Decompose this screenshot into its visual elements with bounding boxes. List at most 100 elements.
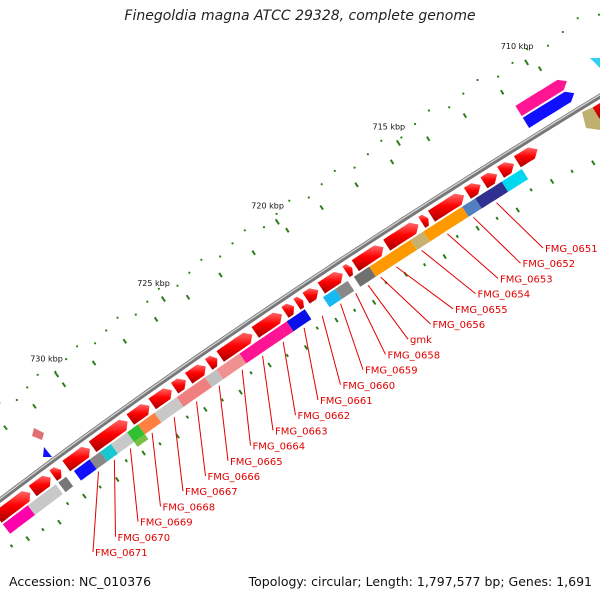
gc-tick bbox=[176, 284, 179, 287]
cds-arrow[interactable] bbox=[49, 467, 62, 481]
cog-block[interactable] bbox=[134, 434, 149, 447]
label-leader bbox=[355, 293, 386, 355]
gene-label[interactable]: FMG_0666 bbox=[208, 472, 261, 483]
gc-tick bbox=[32, 403, 37, 409]
cds-arrow[interactable] bbox=[251, 312, 282, 338]
gene-label[interactable]: FMG_0652 bbox=[523, 259, 576, 270]
gene-label[interactable]: FMG_0664 bbox=[253, 442, 306, 453]
gc-tick bbox=[116, 316, 119, 319]
cog-block[interactable] bbox=[410, 231, 430, 250]
gc-tick bbox=[597, 13, 600, 16]
cog-block[interactable] bbox=[100, 443, 118, 462]
outer-feature[interactable] bbox=[43, 447, 52, 457]
cog-block[interactable] bbox=[423, 206, 469, 242]
gene-label[interactable]: FMG_0670 bbox=[118, 533, 171, 544]
cog-block[interactable] bbox=[204, 369, 224, 388]
gene-label[interactable]: FMG_0651 bbox=[545, 244, 598, 255]
gc-tick bbox=[188, 271, 191, 274]
cog-block[interactable] bbox=[369, 239, 417, 277]
cds-arrow[interactable] bbox=[351, 245, 384, 272]
gene-label[interactable]: FMG_0653 bbox=[500, 274, 553, 285]
cds-arrow[interactable] bbox=[281, 303, 294, 318]
cds-arrow[interactable] bbox=[428, 193, 465, 222]
gene-label[interactable]: FMG_0671 bbox=[95, 548, 148, 559]
cog-block[interactable] bbox=[27, 484, 63, 515]
cog-block[interactable] bbox=[176, 377, 212, 407]
gene-label[interactable]: FMG_0658 bbox=[388, 350, 441, 361]
gene-label[interactable]: FMG_0669 bbox=[140, 518, 193, 529]
label-leader bbox=[113, 459, 116, 537]
cog-block[interactable] bbox=[216, 353, 247, 380]
cog-block[interactable] bbox=[286, 309, 312, 332]
cds-arrow[interactable] bbox=[62, 446, 90, 472]
gene-label[interactable]: FMG_0656 bbox=[433, 320, 486, 331]
gc-tick bbox=[427, 109, 430, 112]
cds-arrow[interactable] bbox=[342, 264, 353, 278]
gene-label[interactable]: FMG_0662 bbox=[298, 411, 351, 422]
cog-block[interactable] bbox=[138, 412, 162, 435]
outer-feature[interactable] bbox=[32, 428, 44, 440]
gene-label[interactable]: FMG_0663 bbox=[275, 426, 328, 437]
cds-arrow[interactable] bbox=[463, 183, 481, 199]
gene-label[interactable]: FMG_0667 bbox=[185, 487, 238, 498]
gc-tick bbox=[262, 226, 266, 229]
gene-label[interactable]: FMG_0660 bbox=[343, 381, 396, 392]
gene-label[interactable]: FMG_0661 bbox=[320, 396, 373, 407]
cds-arrow[interactable] bbox=[418, 214, 429, 228]
kbp-label: 725 kbp bbox=[137, 279, 170, 288]
gc-tick bbox=[146, 300, 149, 303]
cds-arrow[interactable] bbox=[205, 355, 218, 370]
cds-arrow[interactable] bbox=[293, 296, 304, 310]
cog-block[interactable] bbox=[501, 169, 529, 192]
cds-arrow[interactable] bbox=[383, 222, 419, 251]
gene-label[interactable]: FMG_0654 bbox=[478, 290, 531, 301]
cog-block[interactable] bbox=[58, 476, 74, 493]
backbone-ring bbox=[0, 93, 600, 504]
cog-block[interactable] bbox=[110, 432, 135, 454]
label-leader bbox=[303, 327, 319, 401]
cds-arrow[interactable] bbox=[185, 364, 206, 384]
cds-arrow[interactable] bbox=[513, 147, 538, 168]
cds-arrow[interactable] bbox=[88, 419, 128, 452]
cds-arrow[interactable] bbox=[0, 491, 31, 523]
gc-tick bbox=[462, 112, 468, 119]
cds-arrow[interactable] bbox=[148, 388, 172, 410]
gc-tick bbox=[285, 353, 289, 358]
cds-ring bbox=[0, 92, 600, 523]
gene-label[interactable]: FMG_0655 bbox=[455, 305, 508, 316]
gene-label[interactable]: FMG_0659 bbox=[365, 366, 418, 377]
gene-label[interactable]: FMG_0668 bbox=[163, 502, 216, 513]
cds-arrow[interactable] bbox=[317, 272, 343, 294]
gc-tick bbox=[134, 313, 137, 316]
cds-arrow[interactable] bbox=[28, 475, 51, 497]
cds-arrow[interactable] bbox=[126, 404, 150, 425]
cds-arrow[interactable] bbox=[592, 92, 600, 119]
gene-label[interactable]: gmk bbox=[410, 335, 432, 346]
cog-block[interactable] bbox=[73, 459, 97, 481]
cog-block[interactable] bbox=[154, 397, 184, 423]
outer-feature[interactable] bbox=[590, 58, 600, 68]
cds-arrow[interactable] bbox=[302, 288, 319, 304]
gc-tick bbox=[285, 227, 290, 233]
cog-block[interactable] bbox=[335, 280, 355, 299]
cds-arrow[interactable] bbox=[216, 332, 253, 362]
gc-tick bbox=[249, 371, 253, 375]
cog-block[interactable] bbox=[2, 505, 36, 534]
gc-tick bbox=[389, 159, 395, 165]
cog-block[interactable] bbox=[89, 451, 108, 470]
label-leader bbox=[473, 216, 521, 264]
gc-tick bbox=[91, 360, 97, 366]
cog-block[interactable] bbox=[239, 321, 294, 364]
cog-block[interactable] bbox=[127, 424, 145, 443]
outer-feature[interactable] bbox=[522, 91, 575, 128]
outer-feature[interactable] bbox=[515, 79, 567, 117]
cds-arrow[interactable] bbox=[480, 172, 498, 189]
cog-block[interactable] bbox=[323, 289, 342, 308]
gc-tick bbox=[76, 345, 79, 348]
cog-block[interactable] bbox=[353, 266, 376, 287]
cds-arrow[interactable] bbox=[170, 378, 186, 394]
cds-arrow[interactable] bbox=[497, 162, 514, 178]
gene-label[interactable]: FMG_0665 bbox=[230, 457, 283, 468]
cog-block[interactable] bbox=[475, 181, 509, 209]
cog-block[interactable] bbox=[462, 198, 482, 217]
